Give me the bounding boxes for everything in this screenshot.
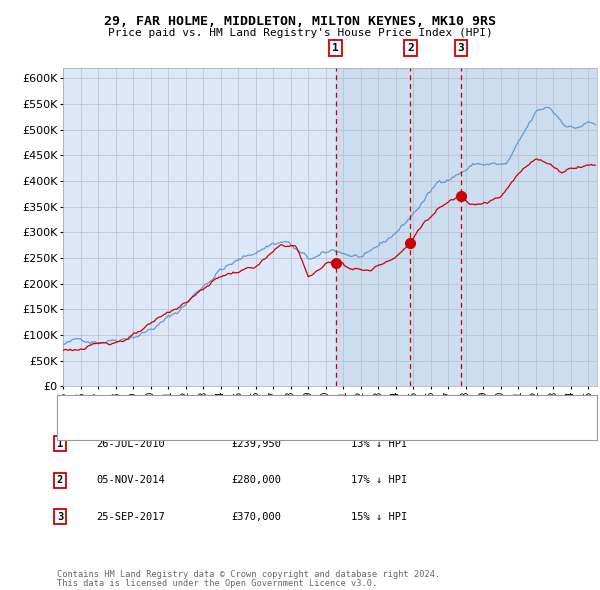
Bar (335, 68, 597, 386)
Text: HPI: Average price, detached house, Milton Keynes: HPI: Average price, detached house, Milt… (99, 422, 381, 432)
Text: Contains HM Land Registry data © Crown copyright and database right 2024.: Contains HM Land Registry data © Crown c… (57, 570, 440, 579)
Text: 15% ↓ HPI: 15% ↓ HPI (351, 512, 407, 522)
Text: 2: 2 (57, 476, 63, 485)
Text: £370,000: £370,000 (231, 512, 281, 522)
Text: Price paid vs. HM Land Registry's House Price Index (HPI): Price paid vs. HM Land Registry's House … (107, 28, 493, 38)
Text: £280,000: £280,000 (231, 476, 281, 485)
Text: 25-SEP-2017: 25-SEP-2017 (96, 512, 165, 522)
Text: 29, FAR HOLME, MIDDLETON, MILTON KEYNES, MK10 9RS (detached house): 29, FAR HOLME, MIDDLETON, MILTON KEYNES,… (99, 403, 479, 412)
Text: 13% ↓ HPI: 13% ↓ HPI (351, 439, 407, 448)
Text: 05-NOV-2014: 05-NOV-2014 (96, 476, 165, 485)
Text: 17% ↓ HPI: 17% ↓ HPI (351, 476, 407, 485)
Text: 1: 1 (57, 439, 63, 448)
Text: 29, FAR HOLME, MIDDLETON, MILTON KEYNES, MK10 9RS: 29, FAR HOLME, MIDDLETON, MILTON KEYNES,… (104, 15, 496, 28)
Text: 26-JUL-2010: 26-JUL-2010 (96, 439, 165, 448)
Text: This data is licensed under the Open Government Licence v3.0.: This data is licensed under the Open Gov… (57, 579, 377, 588)
Text: 1: 1 (332, 43, 339, 53)
Text: 3: 3 (458, 43, 464, 53)
Text: 2: 2 (407, 43, 414, 53)
Text: £239,950: £239,950 (231, 439, 281, 448)
Text: 3: 3 (57, 512, 63, 522)
